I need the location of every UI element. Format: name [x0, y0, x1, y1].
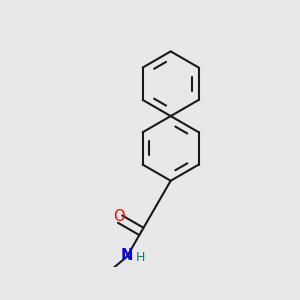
- Text: N: N: [121, 248, 133, 263]
- Text: H: H: [136, 251, 145, 264]
- Text: O: O: [113, 208, 124, 224]
